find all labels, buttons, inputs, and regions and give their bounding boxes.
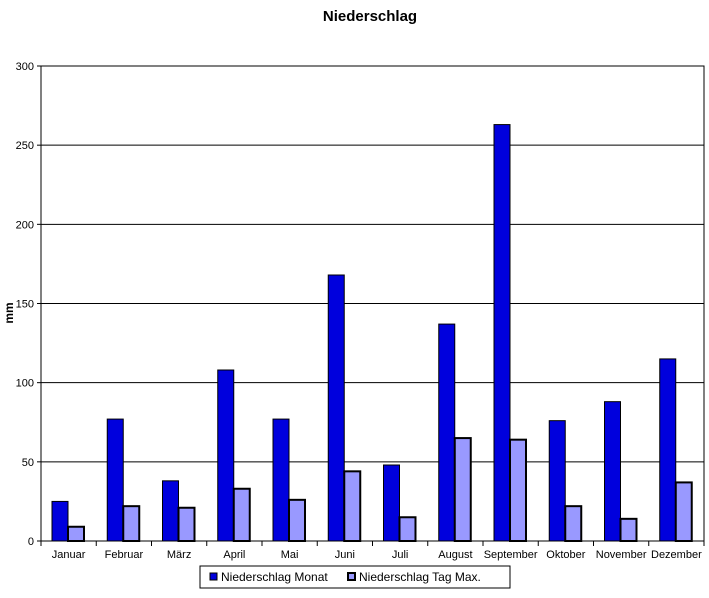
bar-tag-max-märz [177,506,196,542]
x-tick-label: Februar [105,549,144,561]
bar-tag-max-januar [67,525,85,542]
x-tick-label: April [223,549,245,561]
bar-tag-max-november [619,517,638,542]
x-tick-labels: Januar Februar März April Mai Juni Juli August S… [40,541,705,561]
bar-monat-januar [51,500,69,542]
bar-monat-februar [106,418,124,542]
bar-tag-max-april [232,487,251,542]
bar-monat-april [217,369,235,542]
bar-tag-max-august [453,437,472,543]
x-tick-label: November [596,549,647,561]
y-tick-label: 300 [16,61,34,73]
bar-monat-november [604,401,621,542]
x-tick-label: März [167,549,191,561]
legend-label-monat: Niederschlag Monat [221,570,328,584]
bar-monat-juni [327,274,345,542]
y-axis-label: mm [2,302,16,323]
y-tick-label: 150 [16,299,34,311]
bar-tag-max-september [509,438,527,542]
bar-monat-märz [162,480,179,542]
bar-tag-max-oktober [564,505,583,542]
x-tick-label: August [438,549,472,561]
legend-label-tag-max: Niederschlag Tag Max. [359,570,481,584]
bar-tag-max-dezember [674,481,693,542]
y-tick-label: 200 [16,219,34,231]
y-tick-label: 250 [16,140,34,152]
x-tick-label: Juli [392,549,409,561]
bar-monat-juli [383,464,400,542]
bar-tag-max-juli [398,516,417,542]
x-tick-label: Januar [52,549,86,561]
legend-swatch-tag-max [347,572,356,581]
bar-tag-max-februar [122,505,141,542]
y-tick-labels: 0 50 100 150 200 250 300 [16,61,41,548]
legend-swatch-monat [209,572,218,581]
bar-monat-august [438,323,456,542]
x-tick-label: Dezember [651,549,702,561]
x-tick-label: Juni [335,549,355,561]
y-tick-label: 0 [28,536,34,548]
bars [51,124,693,543]
legend: Niederschlag Monat Niederschlag Tag Max. [199,565,511,589]
bar-tag-max-mai [288,498,306,543]
bar-monat-mai [272,418,290,542]
x-tick-label: Mai [281,549,299,561]
y-tick-label: 50 [22,457,34,469]
bar-tag-max-juni [343,470,362,543]
y-tick-label: 100 [16,378,34,390]
bar-monat-september [493,124,511,542]
bar-monat-oktober [548,420,566,542]
chart-title: Niederschlag [323,8,417,25]
x-tick-label: September [484,549,538,561]
bar-monat-dezember [659,358,677,542]
x-tick-label: Oktober [546,549,585,561]
